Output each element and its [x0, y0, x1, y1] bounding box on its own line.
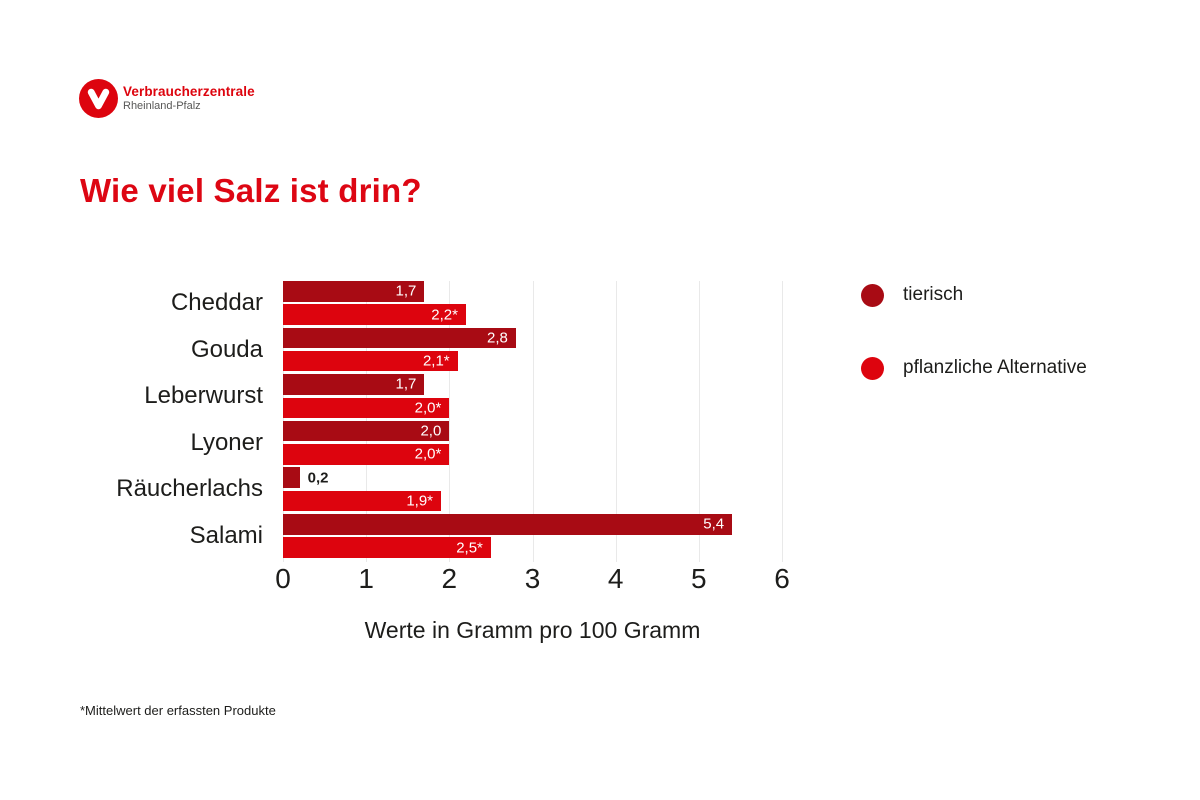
legend-item-pflanzlich: pflanzliche Alternative — [861, 356, 1087, 380]
bar-tierisch-räucherlachs: 0,2 — [283, 467, 328, 488]
gridline — [449, 281, 451, 562]
bar-pflanzliche-lyoner: 2,0* — [283, 444, 450, 465]
category-label-cheddar: Cheddar — [170, 289, 263, 316]
bar-tierisch-cheddar: 1,7 — [283, 281, 425, 302]
bar-value-label: 2,0* — [414, 399, 442, 417]
x-axis-ticks: 0 1 2 3 4 5 6 — [275, 563, 790, 597]
x-tick-label-3: 3 — [524, 563, 541, 594]
chart-title: Wie viel Salz ist drin? — [80, 172, 422, 209]
category-label-räucherlachs: Räucherlachs — [116, 475, 263, 503]
bar-tierisch-leberwurst: 1,7 — [283, 374, 425, 395]
bar-pflanzliche-cheddar: 2,2* — [283, 304, 466, 325]
bar-value-label: 1,7 — [395, 375, 417, 393]
gridline — [698, 281, 700, 562]
x-tick-label-6: 6 — [774, 563, 790, 594]
plot-area: 1,7 2,2* 2,8 2,1* 1,7 2,0* 2,0 2,0* 0,2 1,9* 5,4 2,… — [283, 281, 783, 562]
category-label-leberwurst: Leberwurst — [144, 382, 263, 410]
x-tick-label-5: 5 — [691, 563, 707, 594]
logo-text: Verbraucherzentrale Rheinland-Pfalz — [123, 84, 255, 112]
logo-subtitle: Rheinland-Pfalz — [123, 99, 201, 112]
legend-item-tierisch: tierisch — [861, 283, 1087, 307]
bar-value-label: 1,9* — [406, 492, 434, 510]
gridline — [532, 281, 534, 562]
footnote: *Mittelwert der erfassten Produkte — [80, 703, 276, 718]
bar-value-label: 2,0 — [420, 422, 442, 440]
bar-value-label: 2,1* — [422, 352, 450, 370]
bar-pflanzliche-räucherlachs: 1,9* — [283, 490, 442, 512]
bar-value-label: 2,0* — [414, 445, 442, 463]
x-tick-label-0: 0 — [275, 563, 291, 594]
x-tick-label-1: 1 — [358, 563, 374, 594]
x-axis-label: Werte in Gramm pro 100 Gramm — [364, 617, 701, 643]
bar-tierisch-salami: 5,4 — [283, 514, 733, 535]
bar-pflanzliche-gouda: 2,1* — [283, 350, 458, 372]
category-label-lyoner: Lyoner — [190, 428, 264, 456]
legend-dot-tierisch — [861, 283, 884, 307]
bar-value-label: 2,8 — [487, 329, 508, 347]
bar-value-label: 5,4 — [703, 515, 725, 533]
bar-pflanzliche-salami: 2,5* — [283, 537, 491, 558]
logo-title: Verbraucherzentrale — [123, 84, 255, 100]
legend: tierisch pflanzliche Alternative — [861, 283, 1087, 429]
bar-value-label: 0,2 — [307, 469, 329, 487]
gridline — [782, 281, 783, 562]
bar-value-label: 2,2* — [431, 306, 458, 324]
category-label-gouda: Gouda — [190, 335, 263, 363]
bar-tierisch-gouda: 2,8 — [283, 327, 516, 349]
bar-value-label: 2,5* — [456, 539, 483, 557]
bar-value-label: 1,7 — [395, 282, 417, 300]
verbraucherzentrale-logo-icon — [79, 79, 118, 118]
gridline — [615, 281, 617, 562]
x-tick-label-2: 2 — [441, 563, 458, 594]
bar-tierisch-lyoner: 2,0 — [283, 420, 450, 442]
bar-pflanzliche-leberwurst: 2,0* — [283, 397, 450, 418]
brand-logo: Verbraucherzentrale Rheinland-Pfalz — [79, 79, 255, 118]
x-tick-label-4: 4 — [607, 563, 624, 594]
legend-label-pflanzlich: pflanzliche Alternative — [903, 357, 1087, 378]
legend-label-tierisch: tierisch — [903, 284, 964, 305]
category-label-salami: Salami — [189, 522, 263, 549]
legend-dot-pflanzlich — [861, 356, 884, 380]
